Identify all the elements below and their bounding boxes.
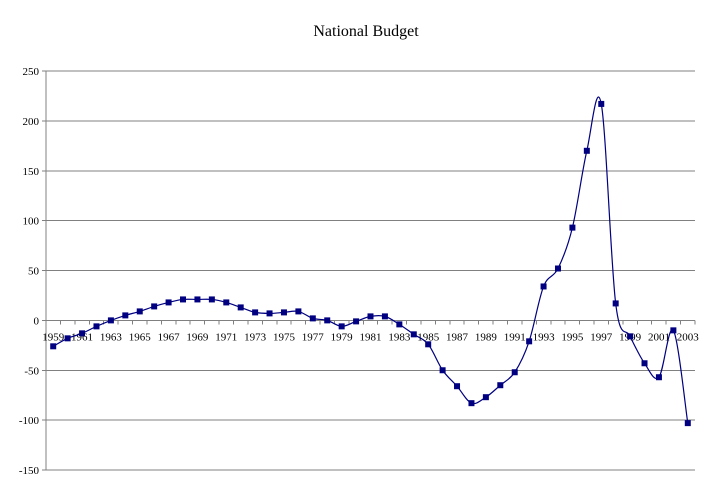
y-axis-tick-labels: 250 200 150 100 50 0 -50 -100 -150 (19, 66, 40, 477)
data-point-2002 (670, 327, 677, 334)
data-point-1999 (627, 333, 634, 340)
data-point-1970 (208, 296, 215, 303)
x-tick-label: 1991 (504, 331, 526, 343)
data-point-1983 (396, 321, 403, 328)
data-point-1988 (468, 400, 475, 407)
data-point-1972 (237, 304, 244, 311)
data-point-1979 (338, 323, 345, 330)
x-tick-label: 1963 (100, 331, 123, 343)
x-tick-label: 1969 (186, 331, 209, 343)
x-tick-label: 1995 (561, 331, 584, 343)
chart-title: National Budget (313, 23, 419, 40)
y-tick-label: -50 (24, 365, 39, 377)
x-tick-label: 1979 (331, 331, 354, 343)
x-tick-label: 1989 (475, 331, 498, 343)
data-point-1971 (223, 299, 230, 306)
y-tick-label: 200 (23, 116, 40, 128)
x-tick-label: 1959 (42, 331, 65, 343)
series-line (52, 96, 689, 424)
axes (42, 70, 696, 471)
data-point-1998 (612, 300, 619, 307)
x-tick-label: 1981 (360, 331, 382, 343)
data-point-1973 (252, 309, 259, 316)
data-point-1978 (324, 317, 331, 324)
data-point-2000 (641, 360, 648, 367)
y-tick-label: 0 (34, 315, 40, 327)
data-point-1960 (64, 335, 71, 342)
data-point-1987 (454, 383, 461, 390)
data-point-1986 (439, 367, 446, 374)
data-point-1961 (79, 330, 86, 337)
data-point-1975 (280, 309, 287, 316)
x-tick-label: 1987 (446, 331, 469, 343)
x-tick-label: 1983 (388, 331, 411, 343)
data-point-1985 (425, 341, 432, 348)
data-point-1977 (309, 315, 316, 322)
data-point-1996 (583, 147, 590, 154)
data-point-2001 (655, 374, 662, 381)
data-point-1976 (295, 308, 302, 315)
data-point-1995 (569, 224, 576, 231)
x-tick-label: 1977 (302, 331, 325, 343)
x-tick-label: 1993 (533, 331, 556, 343)
data-point-1969 (194, 296, 201, 303)
data-point-1959 (50, 343, 57, 350)
y-tick-label: 50 (28, 266, 40, 278)
data-point-1981 (367, 313, 374, 320)
data-point-1962 (93, 323, 100, 330)
y-tick-label: 150 (23, 166, 40, 178)
y-tick-label: -100 (19, 415, 40, 427)
y-tick-label: -150 (19, 465, 40, 477)
x-tick-label: 1961 (71, 331, 93, 343)
data-point-2003 (684, 420, 691, 427)
x-tick-label: 1985 (417, 331, 440, 343)
data-point-1963 (107, 317, 114, 324)
data-point-1992 (526, 338, 533, 345)
data-point-1990 (497, 382, 504, 389)
x-tick-label: 2001 (648, 331, 670, 343)
x-tick-label: 1965 (129, 331, 152, 343)
data-point-1980 (353, 318, 360, 325)
data-point-1974 (266, 310, 273, 317)
x-axis-tick-labels: 1959 1961 1963 1965 1967 1969 1971 1973 1975 1977… (42, 331, 699, 343)
data-point-1989 (482, 394, 489, 401)
data-point-1984 (410, 331, 417, 338)
gridlines (46, 70, 695, 471)
data-point-1965 (136, 308, 143, 315)
data-series (50, 96, 691, 427)
data-point-1997 (598, 100, 605, 107)
data-point-1982 (381, 313, 388, 320)
y-tick-label: 250 (23, 66, 40, 78)
x-tick-label: 1971 (215, 331, 237, 343)
data-point-1967 (165, 299, 172, 306)
x-tick-label: 1997 (590, 331, 613, 343)
data-point-1993 (540, 283, 547, 290)
data-point-1966 (151, 303, 158, 310)
data-point-1968 (180, 296, 187, 303)
x-tick-label: 2003 (677, 331, 700, 343)
x-tick-label: 1967 (158, 331, 181, 343)
x-tick-label: 1973 (244, 331, 267, 343)
y-tick-label: 100 (23, 216, 40, 228)
data-point-1994 (554, 265, 561, 272)
data-point-1964 (122, 312, 129, 319)
data-point-1991 (511, 369, 518, 376)
x-tick-label: 1975 (273, 331, 296, 343)
